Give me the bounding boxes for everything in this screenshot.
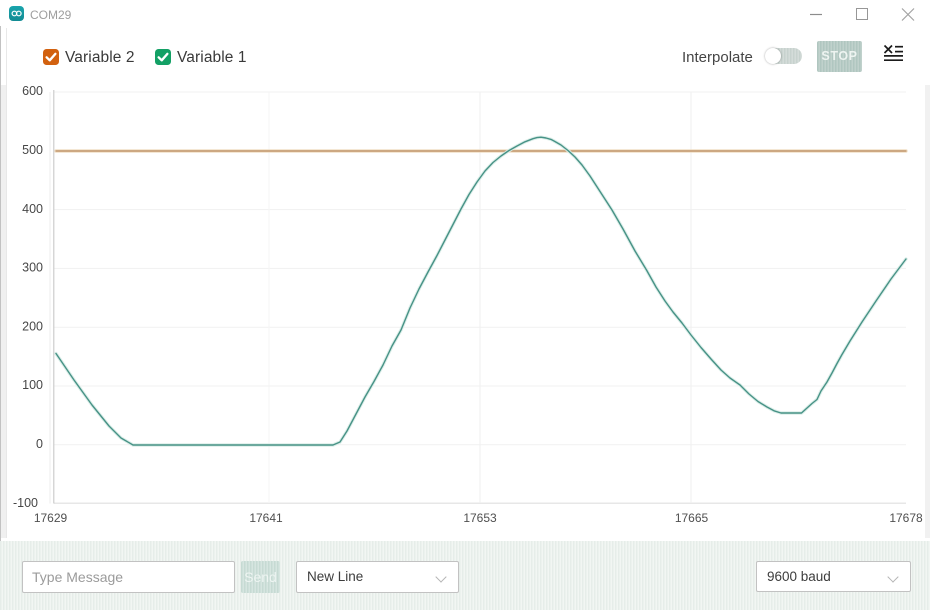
svg-text:200: 200	[22, 319, 43, 333]
svg-text:-100: -100	[13, 496, 38, 510]
svg-text:17665: 17665	[675, 511, 709, 525]
svg-text:17629: 17629	[34, 511, 68, 525]
svg-text:300: 300	[22, 261, 43, 275]
svg-text:400: 400	[22, 202, 43, 216]
svg-text:500: 500	[22, 143, 43, 157]
svg-text:600: 600	[22, 84, 43, 98]
svg-text:100: 100	[22, 378, 43, 392]
svg-text:17678: 17678	[889, 511, 923, 525]
svg-text:17641: 17641	[249, 511, 283, 525]
svg-text:0: 0	[36, 437, 43, 451]
svg-text:17653: 17653	[463, 511, 497, 525]
